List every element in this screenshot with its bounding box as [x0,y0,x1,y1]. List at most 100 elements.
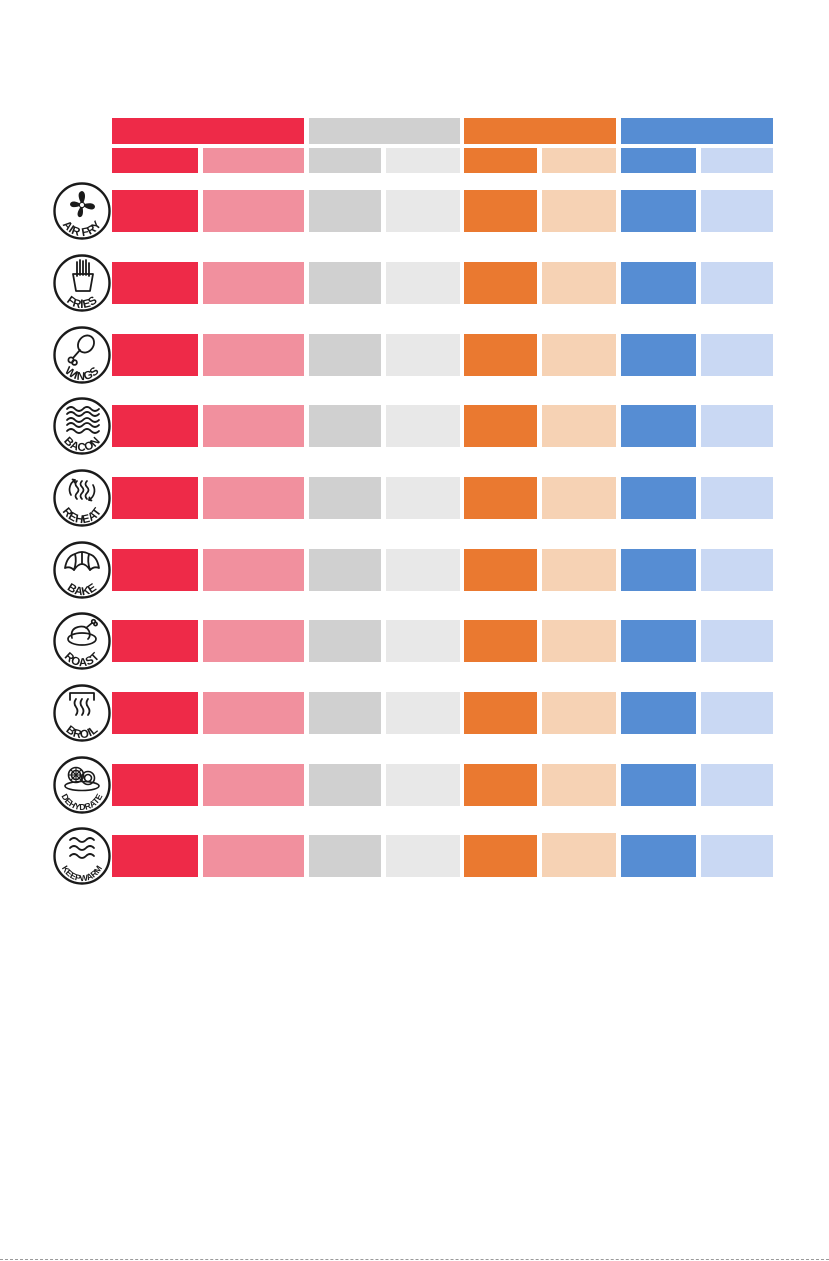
table-cell [386,262,460,304]
table-cell [203,477,304,519]
table-cell [309,620,381,662]
mode-label: REHEAT [60,506,104,527]
table-cell [542,764,616,806]
table-cell [464,190,537,232]
table-cell [621,262,696,304]
group-header-4 [621,118,773,144]
group-header-3 [464,118,616,144]
table-cell [464,262,537,304]
table-cell [621,405,696,447]
table-cell [203,334,304,376]
table-cell [542,833,616,877]
table-cell [309,477,381,519]
mode-keepwarm: KEEPWARM [53,827,111,885]
subheader-1 [112,148,198,173]
table-cell [203,764,304,806]
table-cell [701,262,773,304]
table-cell [464,477,537,519]
table-cell [203,620,304,662]
subheader-2 [203,148,304,173]
table-cell [542,477,616,519]
table-cell [464,692,537,734]
table-cell [542,620,616,662]
mode-bake: BAKE [53,541,111,599]
fries-icon [72,259,94,292]
table-cell [701,692,773,734]
mode-label: AIR FRY [60,219,104,239]
mode-label: BROIL [64,724,101,742]
mode-label: BAKE [65,582,99,599]
mode-air-fry: AIR FRY [53,182,111,240]
table-cell [464,405,537,447]
mode-bacon: BACON [53,397,111,455]
subheader-3 [309,148,381,173]
table-cell [542,262,616,304]
mode-dehydrate: DEHYDRATE [53,756,111,814]
table-cell [112,620,198,662]
table-cell [309,405,381,447]
table-cell [621,190,696,232]
table-cell [701,835,773,877]
group-header-2 [309,118,460,144]
table-cell [112,190,198,232]
table-cell [701,620,773,662]
table-cell [542,334,616,376]
table-cell [203,835,304,877]
table-cell [701,764,773,806]
mode-label: FRIES [64,294,99,311]
subheader-5 [464,148,537,173]
table-cell [112,477,198,519]
table-cell [464,835,537,877]
group-header-1 [112,118,304,144]
table-cell [112,549,198,591]
table-cell [701,190,773,232]
table-cell [542,190,616,232]
table-cell [309,764,381,806]
table-cell [112,334,198,376]
table-cell [203,549,304,591]
subheader-4 [386,148,460,173]
reheat-icon [68,478,96,502]
table-cell [112,405,198,447]
subheader-7 [621,148,696,173]
mode-roast: ROAST [53,612,111,670]
table-cell [621,334,696,376]
table-cell [309,835,381,877]
table-cell [464,334,537,376]
table-cell [309,692,381,734]
fruit-slices-icon [64,766,100,792]
table-cell [386,620,460,662]
table-cell [386,190,460,232]
table-cell [386,477,460,519]
table-cell [621,620,696,662]
table-cell [386,692,460,734]
subheader-6 [542,148,616,173]
table-cell [309,549,381,591]
mode-broil: BROIL [53,684,111,742]
table-cell [309,334,381,376]
table-cell [621,549,696,591]
mode-reheat: REHEAT [53,469,111,527]
table-cell [112,835,198,877]
table-cell [621,764,696,806]
mode-wings: WINGS [53,326,111,384]
mode-fries: FRIES [53,254,111,312]
bacon-icon [66,406,100,434]
table-cell [464,549,537,591]
table-cell [464,764,537,806]
table-cell [701,405,773,447]
roast-chicken-icon [67,618,98,646]
table-cell [386,549,460,591]
croissant-icon [64,551,100,571]
table-cell [621,835,696,877]
mode-label: ROAST [62,651,102,670]
table-cell [309,190,381,232]
table-cell [386,835,460,877]
mode-label: BACON [61,435,103,454]
table-cell [203,405,304,447]
table-cell [203,190,304,232]
table-cell [464,620,537,662]
table-cell [203,262,304,304]
fan-icon [70,191,95,218]
table-cell [542,405,616,447]
